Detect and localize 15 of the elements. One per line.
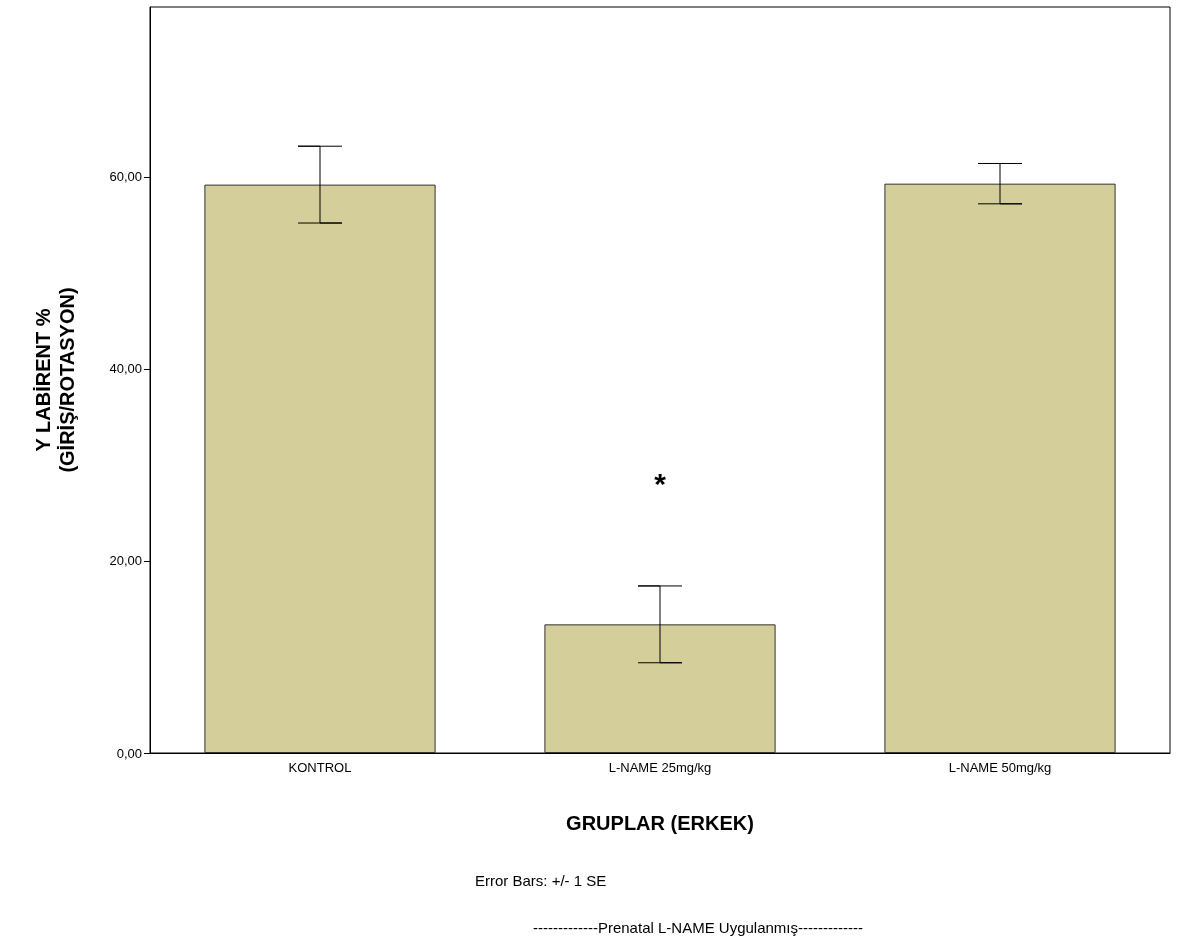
x-tick-label: L-NAME 25mg/kg <box>608 760 712 775</box>
x-axis-title: GRUPLAR (ERKEK) <box>566 812 754 834</box>
y-tick-label: 0,00 <box>116 745 142 761</box>
annotation: * <box>654 466 667 500</box>
y-axis-title: Y LABİRENT % (GİRİŞ/ROTASYON) <box>32 287 78 473</box>
y-tick-label: 40,00 <box>109 361 142 377</box>
bar <box>544 624 776 753</box>
y-tick-label: 60,00 <box>109 169 142 185</box>
y-tick-label: 20,00 <box>109 553 142 569</box>
text: -------------Prenatal L-NAME Uygulanmış------------- <box>533 918 863 936</box>
text: Error Bars: +/- 1 SE <box>475 871 607 889</box>
x-tick-label: L-NAME 50mg/kg <box>948 760 1052 775</box>
x-tick-label: KONTROL <box>288 760 352 775</box>
bar <box>204 184 436 753</box>
bar <box>884 183 1116 753</box>
